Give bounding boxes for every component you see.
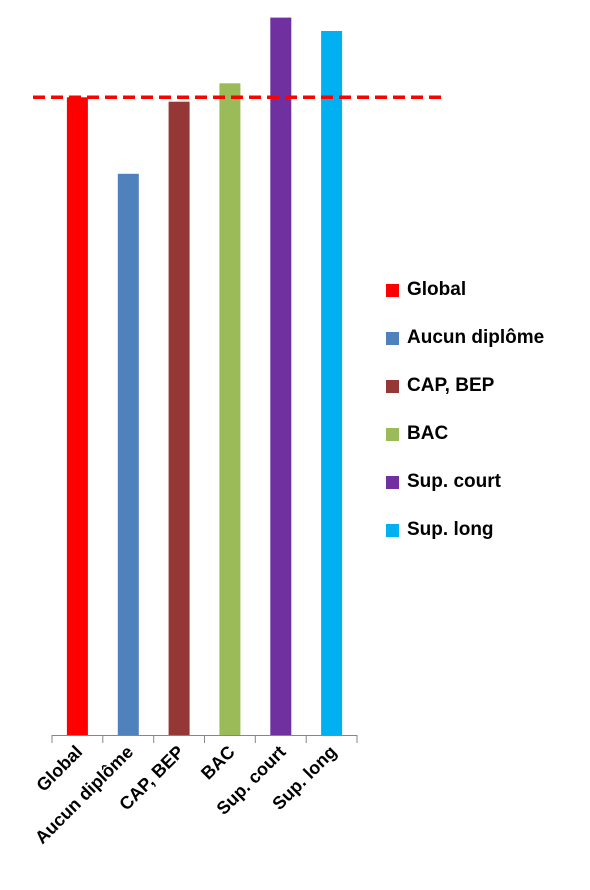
legend-label: Global <box>407 279 467 300</box>
legend-swatch <box>386 523 399 537</box>
bar-bac <box>219 83 241 736</box>
legend-label: CAP, BEP <box>407 375 495 396</box>
bar-sup-long <box>321 31 343 735</box>
legend-item-sup-court: Sup. court <box>386 470 586 494</box>
legend-swatch <box>386 331 399 345</box>
legend-swatch <box>386 283 399 297</box>
legend-item-global: Global <box>386 278 586 302</box>
legend-label: Aucun diplôme <box>407 327 545 348</box>
legend-swatch <box>386 475 399 489</box>
legend-swatch <box>386 427 399 441</box>
bars-layer <box>66 17 343 736</box>
bar-cap-bep <box>168 101 190 735</box>
bar-sup-court <box>270 17 292 736</box>
legend-label: Sup. long <box>407 519 494 540</box>
legend-swatch <box>386 379 399 393</box>
legend-item-aucun-diplome: Aucun diplôme <box>386 326 586 350</box>
legend-item-sup-long: Sup. long <box>386 518 586 542</box>
legend: Global Aucun diplôme CAP, BEP BAC Sup. c… <box>386 278 586 566</box>
legend-item-cap-bep: CAP, BEP <box>386 374 586 398</box>
legend-label: Sup. court <box>407 471 501 492</box>
legend-item-bac: BAC <box>386 422 586 446</box>
bar-global <box>66 97 88 736</box>
x-tick-label-bac: BAC <box>197 742 239 784</box>
bar-aucun-diplome <box>117 173 139 736</box>
legend-label: BAC <box>407 423 449 444</box>
